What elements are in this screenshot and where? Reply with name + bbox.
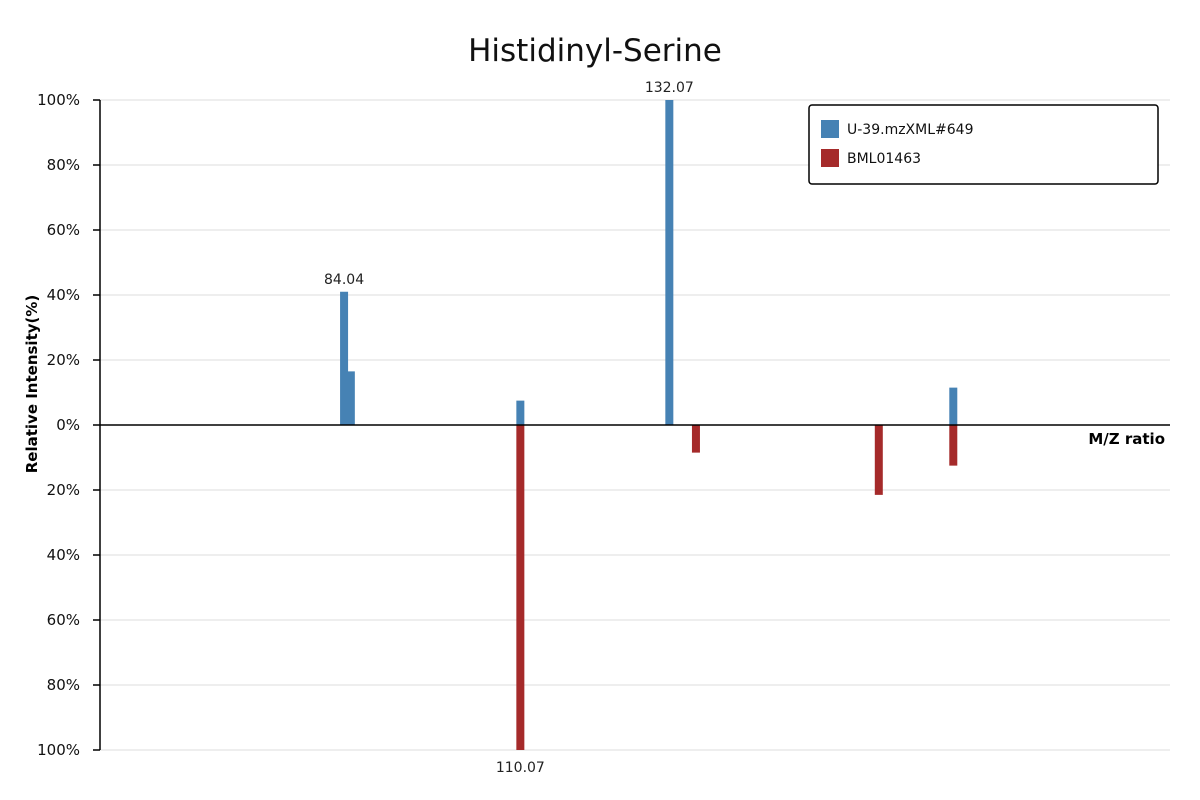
y-axis-label: Relative Intensity(%) (23, 295, 41, 474)
y-tick-label: 80% (47, 156, 80, 174)
bar-reference (691, 425, 700, 453)
legend-swatch (821, 149, 839, 167)
peak-label: 84.04 (324, 272, 364, 288)
bar-query (949, 387, 958, 425)
legend-swatch (821, 120, 839, 138)
bar-reference (516, 425, 525, 750)
bar-query (516, 400, 525, 425)
y-tick-label: 40% (47, 546, 80, 564)
gridlines (100, 99, 1170, 751)
y-tick-label: 100% (37, 91, 80, 109)
chart-title: Histidinyl-Serine (468, 33, 722, 69)
bar-reference (949, 425, 958, 466)
peak-labels: 84.04 132.07 110.07 (324, 80, 694, 776)
bar-query (665, 100, 674, 425)
peak-label: 110.07 (496, 760, 545, 776)
x-axis-label: M/Z ratio (1088, 430, 1165, 448)
y-tick-label: 0% (56, 416, 80, 434)
legend-label: U-39.mzXML#649 (847, 122, 973, 138)
y-tick-label: 100% (37, 741, 80, 759)
bar-query (346, 371, 355, 425)
bar-query (340, 291, 349, 425)
bar-reference (874, 425, 883, 495)
y-axis-ticks: 100% 80% 60% 40% 20% 0% 20% 40% 60% 80% 100% (37, 91, 100, 759)
legend: U-39.mzXML#649 BML01463 (808, 104, 1159, 185)
legend-label: BML01463 (847, 151, 921, 167)
axes (99, 100, 1170, 750)
y-tick-label: 60% (47, 221, 80, 239)
y-tick-label: 80% (47, 676, 80, 694)
legend-box (808, 104, 1159, 185)
y-tick-label: 20% (47, 351, 80, 369)
y-tick-label: 40% (47, 286, 80, 304)
bars (340, 100, 958, 750)
y-tick-label: 60% (47, 611, 80, 629)
y-tick-label: 20% (47, 481, 80, 499)
peak-label: 132.07 (645, 80, 694, 96)
